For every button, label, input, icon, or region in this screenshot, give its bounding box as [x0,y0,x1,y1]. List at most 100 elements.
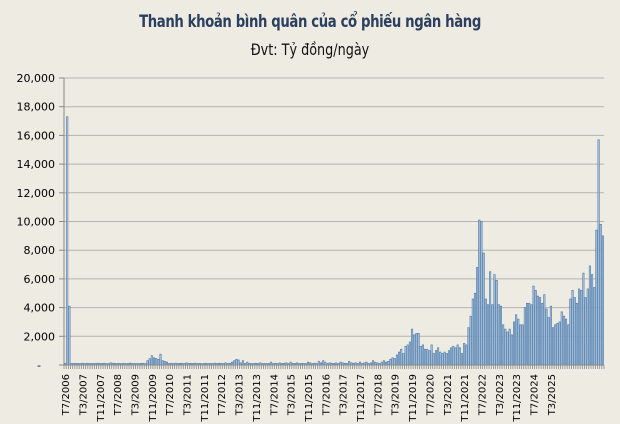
bar [447,350,450,366]
bar [406,344,409,366]
bar [549,305,552,366]
bar [404,345,407,366]
x-tick-label: T7/2022 [477,374,488,416]
bar [519,324,522,366]
bar [539,297,542,366]
bar [571,290,574,366]
bar [432,353,435,366]
y-tick-label: 10,000 [17,216,56,229]
bar [491,304,494,366]
x-tick-label: T11/2019 [408,374,419,423]
bar [417,333,420,366]
gridlines [64,77,604,337]
bar [580,290,583,366]
bar [237,359,240,366]
x-tick-label: T3/2009 [130,374,141,416]
bar [480,221,483,366]
bar [452,345,455,366]
bar [554,324,557,366]
bar [473,292,476,366]
bar [552,327,555,366]
x-tick-label: T3/2023 [495,374,506,416]
bar [530,304,533,366]
bar [450,347,453,366]
bar [482,252,485,366]
bar [499,305,502,366]
bar [556,323,559,366]
bar [497,304,500,366]
bar [495,279,498,366]
bar [565,318,568,366]
x-tick-label: T11/2009 [148,374,159,423]
x-tick-label: T3/2021 [443,374,454,416]
bar [504,328,507,366]
bar [489,271,492,366]
bar [526,302,529,366]
bar [159,353,162,366]
bar [582,272,585,366]
bar [439,351,442,366]
x-tick-label: T7/2008 [113,374,124,416]
bar [523,307,526,366]
bar [586,288,589,366]
bar [415,333,418,366]
bar [421,344,424,366]
x-tick-label: T7/2012 [217,374,228,416]
bar [411,328,414,366]
bar [408,341,411,366]
bar [601,235,604,366]
bar [463,343,466,366]
bar [398,351,401,366]
bar [400,348,403,366]
bar [430,344,433,366]
y-tick-label: 16,000 [17,129,56,142]
bar [424,348,427,366]
x-tick-label: T11/2007 [96,374,107,423]
y-tick-label: 14,000 [17,158,56,171]
x-tick-label: T11/2015 [304,374,315,423]
bar [456,344,459,366]
y-tick-label: 8,000 [24,244,56,257]
y-axis: - 2,000 4,000 6,000 8,000 10,000 12,000 14,000 1… [17,72,65,372]
y-tick-label: 6,000 [24,273,56,286]
bar [569,298,572,366]
bar [66,116,69,366]
bar [443,351,446,366]
bar [515,314,518,366]
bar [573,297,576,366]
y-tick-label: 18,000 [17,101,56,114]
bar [322,360,325,366]
bar [560,311,563,366]
x-tick-label: T3/2015 [287,374,298,416]
bar [567,324,570,366]
bar [68,305,71,366]
bar [413,334,416,366]
bar [402,353,405,366]
bar [469,315,472,366]
bar [437,347,440,366]
x-tick-label: T11/2021 [460,374,471,423]
y-tick-label: 4,000 [24,302,56,315]
bar [547,317,550,366]
x-tick-label: T7/2016 [321,374,332,416]
bar [241,360,244,366]
x-tick-label: T7/2020 [425,374,436,416]
bar [534,290,537,366]
chart-subtitle: Đvt: Tỷ đồng/ngày [250,40,370,59]
x-tick-label: T7/2024 [530,374,541,416]
bar [510,334,513,366]
bar [155,358,158,366]
bar [471,298,474,366]
bar [591,274,594,366]
bar [584,297,587,366]
bar [593,287,596,366]
bar [597,139,600,366]
bar [575,302,578,366]
bar [528,302,531,366]
bar [460,353,463,366]
bar [599,224,602,366]
bar [484,298,487,366]
bar [506,331,509,366]
bar [419,345,422,366]
